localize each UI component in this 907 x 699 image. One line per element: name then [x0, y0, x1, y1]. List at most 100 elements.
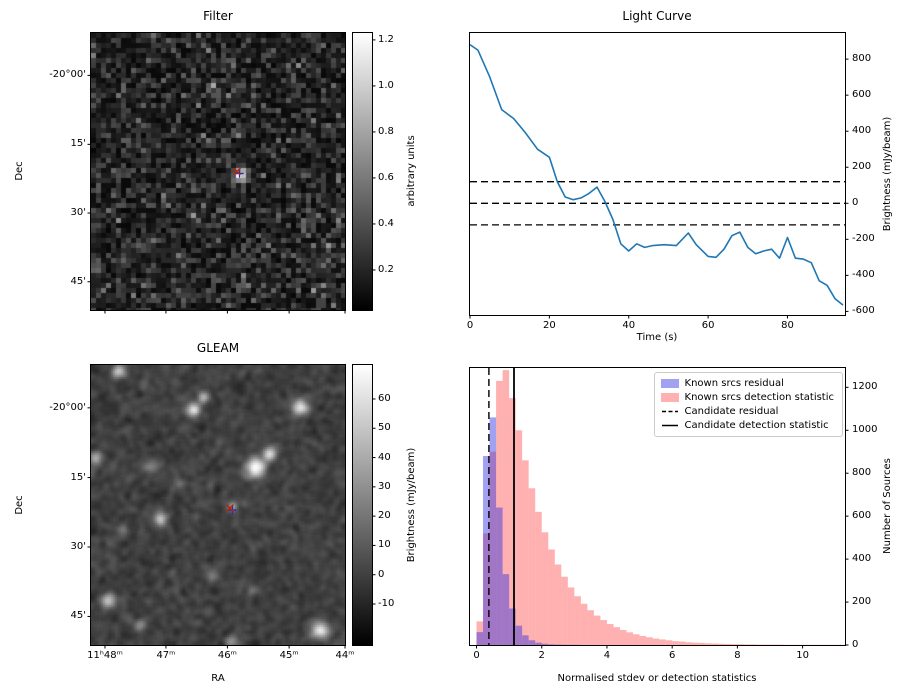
dec-tick-label: 30' [70, 541, 86, 552]
hist-bar-detection [743, 644, 751, 645]
hist-bar-detection [652, 638, 660, 645]
hist-bar-detection [496, 380, 503, 645]
legend-dashed-line-icon [661, 410, 678, 413]
gleam-title: GLEAM [196, 341, 240, 355]
hist-bar-detection [580, 603, 588, 645]
hist-bar-residual [522, 635, 529, 645]
hist-bar-detection [548, 549, 555, 645]
time-tick-label: 40 [622, 320, 636, 331]
hist-bar-detection [483, 533, 490, 645]
hist-bar-detection [646, 637, 653, 645]
ra-tick-label: 44ᵐ [335, 650, 355, 661]
stat-tick-label: 6 [668, 650, 676, 661]
dec-tick-label: 15' [70, 138, 86, 150]
histogram-xlabel: Normalised stdev or detection statistics [557, 673, 757, 684]
hist-bar-detection [535, 511, 542, 645]
filter-ylabel: Dec [14, 161, 25, 181]
time-tick-label: 60 [701, 320, 715, 331]
hist-bar-detection [665, 640, 673, 645]
hist-bar-detection [698, 642, 705, 645]
light-curve-title: Light Curve [622, 9, 692, 23]
histogram-plot [476, 368, 845, 645]
hist-bar-residual [548, 644, 555, 645]
gleam-image [91, 365, 345, 645]
histogram-ylabel: Number of Sources [882, 458, 893, 554]
gleam-ylabel: Dec [14, 495, 25, 515]
hist-bar-residual [541, 643, 549, 645]
colorbar-tick-label: -10 [378, 597, 395, 609]
legend-label-detection: Known srcs detection statistic [684, 392, 834, 403]
brightness-tick-label: 400 [852, 125, 872, 137]
dec-tick-label: 30' [70, 207, 86, 219]
brightness-tick-label: -200 [852, 233, 875, 245]
brightness-tick-label: 0 [852, 197, 859, 209]
brightness-tick-label: -400 [852, 269, 875, 281]
ra-tick-label: 47ᵐ [156, 650, 176, 661]
colorbar-tick-label: 60 [378, 392, 391, 404]
colorbar-tick-label: 40 [378, 451, 391, 463]
hist-bar-detection [620, 629, 627, 645]
legend-item-detection: Known srcs detection statistic [660, 391, 834, 404]
hist-bar-detection [678, 641, 686, 645]
hist-bar-detection [522, 460, 529, 645]
count-tick-label: 1000 [852, 424, 878, 436]
legend-item-residual: Known srcs residual [660, 377, 834, 390]
count-tick-label: 0 [852, 639, 859, 650]
hist-bar-detection [509, 398, 516, 645]
gleam-colorbar-label: Brightness (mJy/beam) [406, 447, 417, 563]
legend-item-candidate-residual: Candidate residual [661, 405, 834, 418]
hist-bar-detection [541, 532, 549, 645]
time-tick-label: 80 [781, 320, 794, 331]
count-tick-label: 800 [852, 467, 872, 479]
ra-tick-label: 45ᵐ [279, 650, 299, 661]
hist-bar-detection [711, 643, 718, 645]
ra-tick-label: 46ᵐ [217, 650, 237, 661]
light-curve-ylabel: Brightness (mJy/beam) [882, 116, 893, 232]
hist-bar-detection [737, 644, 744, 645]
colorbar-tick-label: 20 [378, 510, 391, 522]
colorbar-tick-label: 0.8 [378, 125, 394, 137]
brightness-tick-label: 600 [852, 89, 872, 101]
colorbar-tick-label: 0.6 [378, 171, 394, 183]
legend-swatch-residual [660, 379, 679, 388]
dec-tick-label: 45' [70, 275, 86, 287]
hist-bar-detection [704, 643, 712, 645]
filter-image [91, 33, 345, 310]
legend: Known srcs residual Known srcs detection… [653, 372, 843, 437]
stat-tick-label: 10 [796, 650, 809, 661]
hist-bar-detection [724, 643, 731, 645]
hist-bar-detection [574, 596, 581, 645]
stat-tick-label: 8 [734, 650, 741, 661]
hist-bar-detection [587, 610, 594, 645]
filter-colorbar [353, 33, 372, 310]
hist-bar-detection [606, 623, 614, 645]
time-tick-label: 0 [466, 320, 474, 331]
stat-tick-label: 0 [473, 650, 480, 661]
hist-bar-detection [489, 451, 497, 645]
colorbar-tick-label: 1.0 [378, 79, 394, 91]
hist-bar-detection [502, 370, 510, 645]
hist-bar-detection [561, 576, 568, 645]
hist-bar-detection [593, 615, 601, 645]
legend-item-candidate-detection: Candidate detection statistic [661, 419, 834, 432]
legend-solid-line-icon [661, 424, 678, 427]
hist-bar-detection [567, 587, 575, 645]
hist-bar-detection [717, 643, 725, 645]
light-curve-xlabel: Time (s) [636, 332, 678, 343]
legend-label-candidate-residual: Candidate residual [684, 406, 779, 417]
stat-tick-label: 2 [538, 650, 545, 661]
hist-bar-residual [515, 625, 523, 645]
hist-bar-detection [685, 642, 692, 645]
colorbar-tick-label: 1.2 [378, 33, 394, 45]
legend-swatch-detection [660, 393, 679, 402]
hist-bar-detection [633, 634, 640, 645]
filter-colorbar-label: arbitrary units [406, 135, 417, 207]
count-tick-label: 600 [852, 510, 872, 522]
legend-label-candidate-detection: Candidate detection statistic [684, 420, 829, 431]
dec-tick-label: 45' [70, 610, 86, 622]
count-tick-label: 200 [852, 596, 872, 608]
hist-bar-residual [483, 456, 490, 645]
count-tick-label: 1200 [852, 381, 878, 393]
hist-bar-residual [509, 608, 516, 645]
